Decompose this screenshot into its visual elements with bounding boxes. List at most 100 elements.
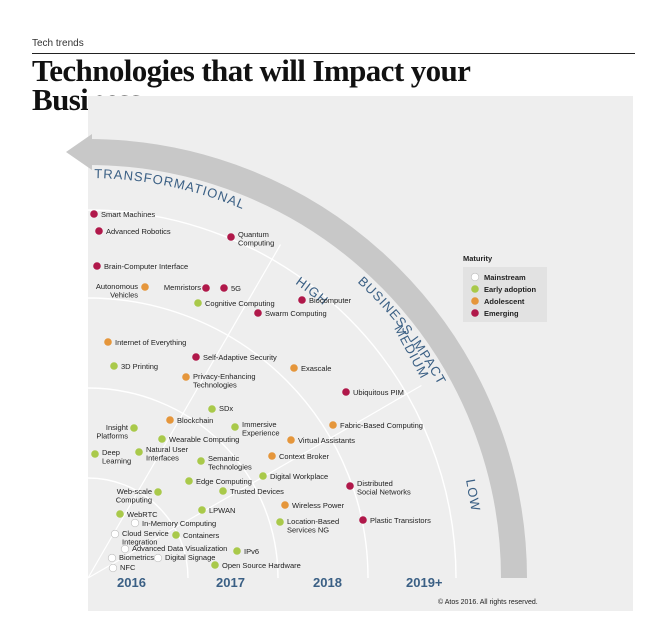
maturity-dot-emerging: [227, 233, 235, 241]
tech-label: Semantic Technologies: [208, 454, 252, 472]
ring-arc-1: [87, 477, 189, 579]
legend-item: Adolescent: [471, 297, 525, 306]
legend-item: Emerging: [471, 309, 519, 318]
tech-item-internet-of-everything: Internet of Everything: [104, 338, 186, 347]
maturity-dot-early-adoption: [158, 435, 166, 443]
legend-item: Early adoption: [471, 285, 537, 294]
tech-item-fabric-based-computing: Fabric-Based Computing: [329, 421, 423, 430]
maturity-dot-early-adoption: [208, 405, 216, 413]
tech-item-web-scale-computing: Web-scale Computing: [116, 487, 162, 505]
radar-panel: [88, 96, 633, 611]
tech-label: Cognitive Computing: [205, 299, 275, 308]
tech-label: Digital Workplace: [270, 472, 328, 481]
maturity-dot-early-adoption: [276, 518, 284, 526]
tech-item-advanced-data-visualization: Advanced Data Visualization: [120, 544, 227, 554]
tech-item-cloud-service-integration: Cloud Service Integration: [110, 529, 169, 547]
tech-label: Biometrics: [119, 553, 154, 562]
radar-background: [66, 96, 633, 611]
tech-label: Internet of Everything: [115, 338, 186, 347]
tech-item-smart-machines: Smart Machines: [90, 210, 155, 219]
page-title-line-1: Technologies that will Impact your: [32, 53, 471, 88]
tech-item-brain-computer-interface: Brain-Computer Interface: [93, 262, 188, 271]
legend-title: Maturity: [463, 254, 493, 263]
tech-item-webrtc: WebRTC: [116, 510, 158, 519]
year-2018-label: 2018: [313, 575, 342, 590]
maturity-dot-early-adoption: [259, 472, 267, 480]
tech-label: IPv6: [244, 547, 259, 556]
maturity-dot-adolescent: [268, 452, 276, 460]
maturity-dot-early-adoption: [219, 487, 227, 495]
tech-item-biometrics: Biometrics: [107, 553, 154, 563]
maturity-dot-early-adoption: [198, 506, 206, 514]
rings: [87, 209, 457, 579]
maturity-dot-emerging: [192, 353, 200, 361]
tech-item-advanced-robotics: Advanced Robotics: [95, 227, 171, 236]
maturity-dot-mainstream: [108, 563, 118, 573]
maturity-dot-adolescent: [166, 416, 174, 424]
tech-item-lpwan: LPWAN: [198, 506, 235, 515]
maturity-dot-adolescent: [182, 373, 190, 381]
tech-label: SDx: [219, 404, 233, 413]
tech-item-blockchain: Blockchain: [166, 416, 213, 425]
tech-label: Fabric-Based Computing: [340, 421, 423, 430]
tech-label: Advanced Robotics: [106, 227, 171, 236]
year-axis: 2016 2017 2018 2019+: [117, 575, 443, 590]
outer-impact-arc: [87, 139, 527, 579]
tech-label: Edge Computing: [196, 477, 252, 486]
tech-label: Immersive Experience: [242, 420, 280, 438]
maturity-dot-early-adoption: [185, 477, 193, 485]
maturity-dot-early-adoption: [194, 299, 202, 307]
tech-item-plastic-transistors: Plastic Transistors: [359, 516, 431, 525]
legend-swatch: [471, 309, 479, 317]
page-title: Technologies that will Impact your Busin…: [32, 53, 632, 115]
tech-label: Wireless Power: [292, 501, 345, 510]
maturity-dot-emerging: [359, 516, 367, 524]
tech-item-virtual-assistants: Virtual Assistants: [287, 436, 355, 445]
legend-label: Early adoption: [484, 285, 537, 294]
tech-item-wireless-power: Wireless Power: [281, 501, 345, 510]
tech-label: Distributed Social Networks: [357, 479, 411, 497]
ring-arc-3: [87, 297, 369, 579]
ring-arc-2: [87, 387, 279, 579]
section-label: Tech trends: [32, 38, 84, 49]
tech-label: Virtual Assistants: [298, 436, 355, 445]
tech-label: In-Memory Computing: [142, 519, 216, 528]
tech-label: Quantum Computing: [238, 230, 274, 248]
tech-label: WebRTC: [127, 510, 158, 519]
tech-label: Web-scale Computing: [116, 487, 152, 505]
tech-label: Location-Based Services NG: [287, 517, 339, 535]
tech-item-wearable-computing: Wearable Computing: [158, 435, 239, 444]
tech-label: Context Broker: [279, 452, 330, 461]
year-2016-label: 2016: [117, 575, 146, 590]
maturity-dot-adolescent: [287, 436, 295, 444]
tech-label: Swarm Computing: [265, 309, 327, 318]
maturity-dot-early-adoption: [233, 547, 241, 555]
tech-label: Deep Learning: [102, 448, 131, 466]
tech-item-open-source-hardware: Open Source Hardware: [211, 561, 301, 570]
tech-item-immersive-experience: Immersive Experience: [231, 420, 280, 438]
tech-label: Biocomputer: [309, 296, 352, 305]
tech-item-digital-workplace: Digital Workplace: [259, 472, 328, 481]
tech-label: Privacy-Enhancing Technologies: [193, 372, 256, 390]
maturity-dot-early-adoption: [154, 488, 162, 496]
tech-label: 5G: [231, 284, 241, 293]
legend-item: Mainstream: [470, 272, 526, 282]
maturity-dot-mainstream: [110, 529, 120, 539]
maturity-dot-early-adoption: [135, 448, 143, 456]
maturity-dot-adolescent: [281, 501, 289, 509]
tech-label: Insight Platforms: [96, 423, 129, 441]
tech-label: Cloud Service Integration: [122, 529, 169, 547]
legend-swatch: [470, 272, 480, 282]
maturity-dot-mainstream: [107, 553, 117, 563]
maturity-dot-early-adoption: [197, 457, 205, 465]
tech-item-containers: Containers: [172, 531, 220, 540]
tech-label: Natural User Interfaces: [146, 445, 189, 463]
tech-item-cognitive-computing: Cognitive Computing: [194, 299, 275, 308]
maturity-dot-emerging: [90, 210, 98, 218]
spokes: [87, 244, 422, 579]
maturity-dot-mainstream: [120, 544, 130, 554]
legend-swatch: [471, 285, 479, 293]
low-label: LOW: [463, 478, 483, 513]
tech-item-nfc: NFC: [108, 563, 136, 573]
